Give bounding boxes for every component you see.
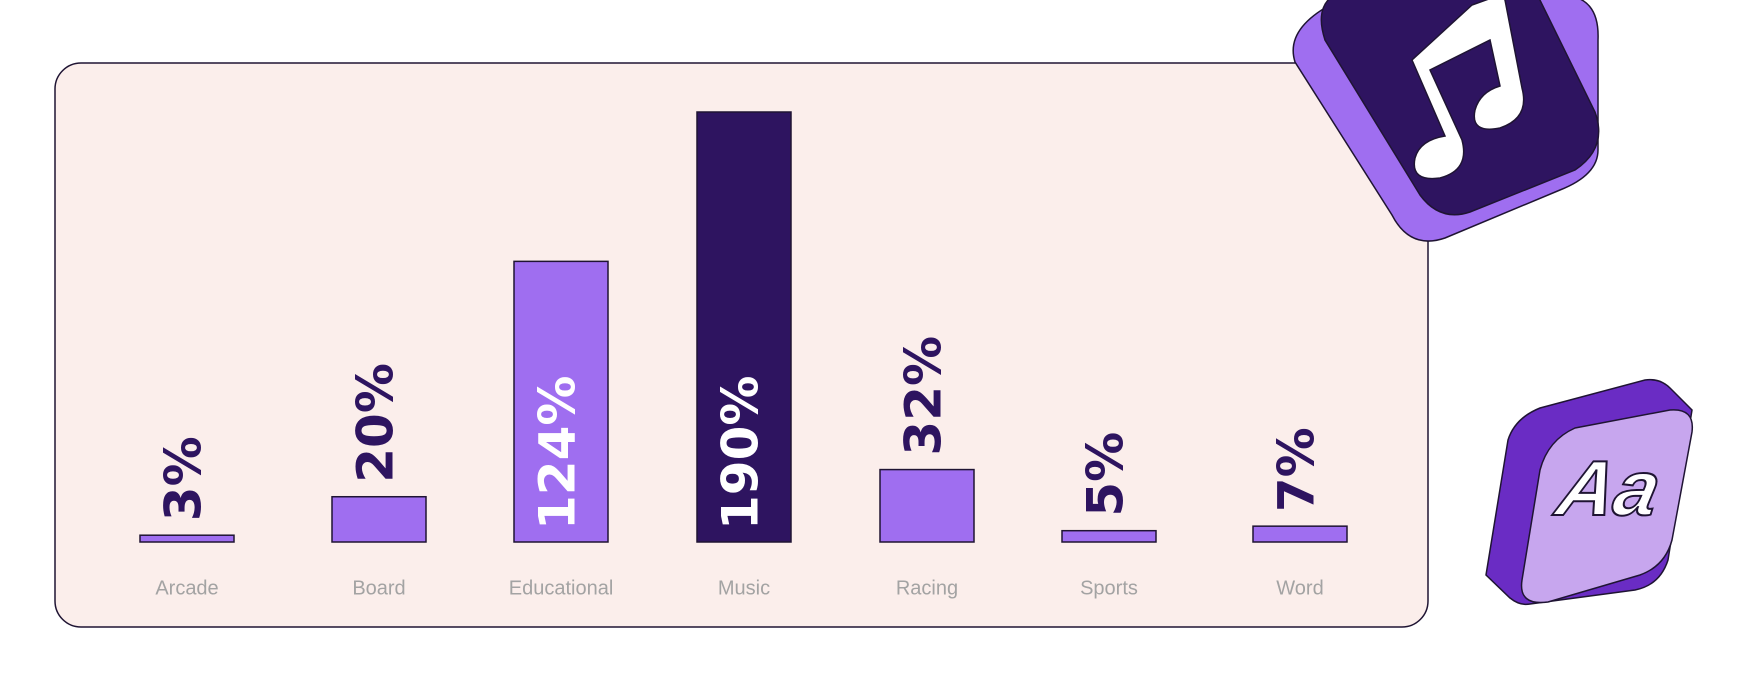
- font-icon: Aa: [1485, 378, 1694, 606]
- x-tick-label: Arcade: [155, 577, 218, 599]
- bar: [139, 534, 235, 543]
- music-icon: [1292, 0, 1600, 242]
- bar: [331, 495, 427, 543]
- x-tick-label: Sports: [1080, 577, 1138, 599]
- x-tick-label: Educational: [509, 577, 614, 599]
- bar: [879, 468, 975, 543]
- value-label: 190%: [712, 376, 770, 530]
- value-label: 7%: [1268, 427, 1326, 512]
- bar: [513, 260, 609, 543]
- value-label: 20%: [347, 363, 405, 483]
- icon-text: Aa: [1548, 445, 1668, 532]
- value-label: 124%: [529, 376, 587, 530]
- x-tick-label: Board: [352, 577, 405, 599]
- value-label: 5%: [1077, 432, 1135, 517]
- x-tick-label: Word: [1276, 577, 1323, 599]
- value-label: 3%: [155, 436, 213, 521]
- x-tick-label: Music: [718, 577, 770, 599]
- bar: [1252, 525, 1348, 543]
- bar: [1061, 529, 1157, 543]
- plot: 3% Arcade 20% Board 124% Educational 190% Music…: [139, 111, 1348, 599]
- value-label: 32%: [895, 336, 953, 456]
- bar: [696, 111, 792, 543]
- x-tick-label: Racing: [896, 577, 958, 599]
